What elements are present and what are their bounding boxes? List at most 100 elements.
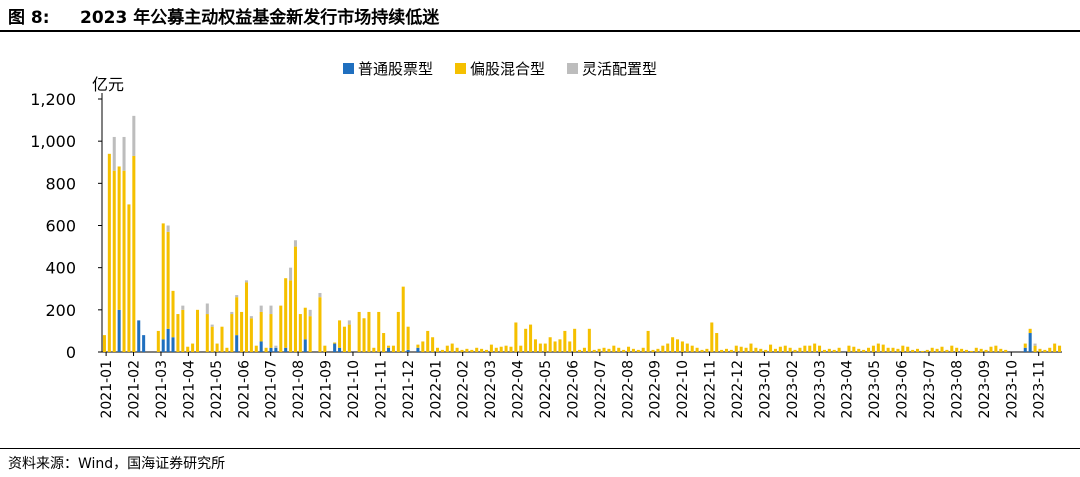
bar-equity-hybrid <box>1038 348 1042 352</box>
bar-equity-hybrid <box>102 335 106 352</box>
bar-flexible <box>230 311 234 315</box>
bar-equity-hybrid <box>127 204 131 352</box>
bar-equity-hybrid <box>514 322 518 352</box>
bar-equity-hybrid <box>538 343 542 352</box>
x-tick-label: 2023-04 <box>840 360 856 419</box>
bar-equity-hybrid <box>769 344 773 352</box>
bar-flexible <box>347 320 351 325</box>
bar-equity-hybrid <box>107 153 111 352</box>
bar-equity-hybrid <box>925 349 929 352</box>
bar-chart: 0 200 400 600 800 1,000 1,200 2021-01 2021-02 202… <box>30 90 1062 419</box>
bar-equity-hybrid <box>915 348 920 352</box>
bar-equity-hybrid <box>289 280 293 352</box>
bar-stock <box>284 347 288 352</box>
x-tick-label: 2021-02 <box>127 360 143 419</box>
bar-equity-hybrid <box>225 347 229 352</box>
x-tick-label: 2021-06 <box>236 360 252 419</box>
bar-equity-hybrid <box>171 290 175 338</box>
x-tick-label: 2021-09 <box>319 360 335 419</box>
bar-equity-hybrid <box>622 349 626 352</box>
bar-equity-hybrid <box>553 341 557 352</box>
bar-equity-hybrid <box>338 320 342 348</box>
bar-equity-hybrid <box>166 231 170 329</box>
bar-equity-hybrid <box>362 318 366 352</box>
y-tick-label: 200 <box>45 301 76 320</box>
y-tick-label: 1,000 <box>30 132 76 151</box>
bar-equity-hybrid <box>254 345 258 352</box>
bar-equity-hybrid <box>1048 347 1052 352</box>
x-tick-label: 2021-01 <box>99 360 115 419</box>
bar-equity-hybrid <box>646 330 650 352</box>
x-tick-label: 2022-08 <box>620 360 636 419</box>
bar-equity-hybrid <box>818 345 822 352</box>
bar-equity-hybrid <box>230 314 234 352</box>
legend-label-flexible: 灵活配置型 <box>582 60 658 78</box>
bar-equity-hybrid <box>249 318 253 352</box>
bar-equity-hybrid <box>401 286 405 352</box>
bar-flexible <box>132 115 136 156</box>
bar-equity-hybrid <box>597 348 601 352</box>
x-tick-label: 2021-07 <box>264 360 280 419</box>
bar-equity-hybrid <box>308 316 312 352</box>
y-tick-label: 600 <box>45 217 76 236</box>
bar-equity-hybrid <box>235 297 239 336</box>
bar-equity-hybrid <box>494 347 498 352</box>
bar-equity-hybrid <box>372 347 376 352</box>
bar-equity-hybrid <box>901 345 905 352</box>
bar-equity-hybrid <box>293 246 297 352</box>
x-tick-label: 2023-01 <box>757 360 773 419</box>
bar-equity-hybrid <box>470 349 474 352</box>
bar-equity-hybrid <box>240 311 244 352</box>
x-tick-label: 2023-07 <box>922 360 938 419</box>
bar-flexible <box>318 292 322 298</box>
bar-equity-hybrid <box>945 349 949 352</box>
bar-flexible <box>181 305 185 310</box>
bar-equity-hybrid <box>857 348 861 352</box>
bar-equity-hybrid <box>210 326 214 352</box>
bar-equity-hybrid <box>896 348 900 352</box>
bar-flexible <box>274 345 278 348</box>
source-rule <box>0 448 1080 449</box>
bar-stock <box>406 349 410 352</box>
bar-stock <box>171 337 175 352</box>
bar-flexible <box>1033 343 1037 346</box>
bar-flexible <box>293 240 297 247</box>
bar-equity-hybrid <box>617 347 621 352</box>
bar-stock <box>303 339 307 352</box>
legend-swatch-stock <box>343 63 354 74</box>
bar-equity-hybrid <box>891 347 895 352</box>
bar-flexible <box>210 324 214 327</box>
bar-equity-hybrid <box>832 349 836 352</box>
bar-stock <box>1028 333 1032 352</box>
bar-flexible <box>205 303 209 315</box>
legend-swatch-equity-hybrid <box>455 63 467 74</box>
bar-stock <box>333 343 337 352</box>
bar-equity-hybrid <box>347 324 351 352</box>
bar-equity-hybrid <box>132 155 136 352</box>
bar-flexible <box>166 225 170 232</box>
bar-equity-hybrid <box>112 170 116 352</box>
bar-equity-hybrid <box>602 347 606 352</box>
bar-equity-hybrid <box>543 343 547 352</box>
bar-equity-hybrid <box>582 347 586 352</box>
bar-equity-hybrid <box>935 348 939 352</box>
bar-stock <box>338 347 342 352</box>
y-tick-label: 400 <box>45 259 76 278</box>
bar-equity-hybrid <box>710 322 714 352</box>
bar-equity-hybrid <box>734 345 738 352</box>
x-tick-label: 2022-02 <box>456 360 472 419</box>
bar-equity-hybrid <box>426 330 430 352</box>
bar-equity-hybrid <box>705 348 709 352</box>
bar-equity-hybrid <box>1028 328 1032 334</box>
source-note: 资料来源：Wind，国海证券研究所 <box>8 456 226 472</box>
x-tick-label: 2022-10 <box>675 360 691 419</box>
figure-label: 图 8: <box>8 8 50 28</box>
bar-equity-hybrid <box>1004 349 1008 352</box>
bar-equity-hybrid <box>671 337 675 352</box>
bar-equity-hybrid <box>431 337 435 352</box>
bar-equity-hybrid <box>862 349 866 352</box>
x-tick-label: 2023-10 <box>1004 360 1020 419</box>
x-tick-label: 2023-05 <box>867 360 883 419</box>
bar-equity-hybrid <box>852 346 856 352</box>
bar-equity-hybrid <box>724 348 729 352</box>
